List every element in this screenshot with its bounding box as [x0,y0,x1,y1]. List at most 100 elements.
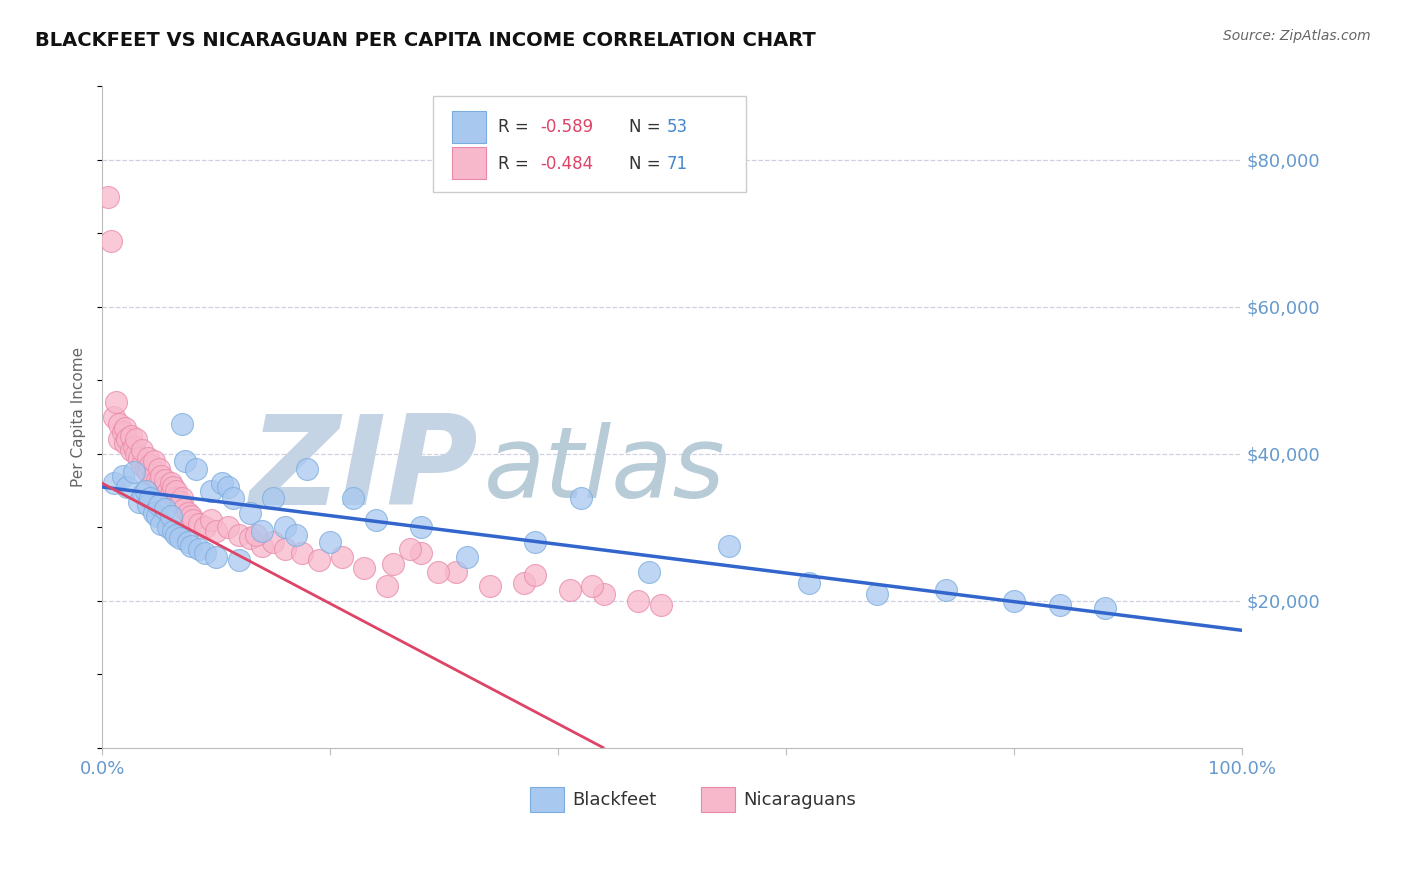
Point [169,532,191,546]
Point [173,502,195,516]
Point [211,476,233,491]
Text: ZIP: ZIP [250,409,478,531]
Point [262,491,284,505]
Point [148,499,170,513]
Point [114,435,136,450]
Point [524,568,547,582]
Point [524,535,547,549]
Point [136,499,159,513]
Point [1049,598,1071,612]
Bar [453,111,486,143]
Point [353,561,375,575]
Point [146,509,169,524]
Point [170,417,193,432]
Point [97,189,120,203]
Point [177,506,200,520]
Point [142,469,165,483]
Point [239,532,262,546]
Text: N =: N = [628,118,665,136]
Point [558,582,581,597]
Text: atlas: atlas [484,422,725,518]
Text: R =: R = [498,155,534,173]
Point [273,520,295,534]
Point [444,565,467,579]
Point [718,539,741,553]
Text: Blackfeet: Blackfeet [572,790,657,808]
Point [411,520,433,534]
FancyBboxPatch shape [433,96,747,192]
Point [139,458,162,472]
Point [165,491,187,505]
Point [935,582,957,597]
Point [330,549,353,564]
Point [174,454,197,468]
Text: -0.484: -0.484 [540,155,593,173]
Point [100,234,122,248]
Point [217,520,239,534]
Point [184,461,207,475]
Point [381,557,404,571]
Point [513,575,536,590]
Point [108,432,131,446]
Point [136,450,159,465]
Point [1094,601,1116,615]
Point [180,509,202,524]
Point [180,539,202,553]
Point [162,524,184,538]
Point [108,417,131,432]
Point [150,469,173,483]
Point [1002,594,1025,608]
Point [399,542,422,557]
Point [104,395,127,409]
Bar [530,787,564,812]
Point [111,425,134,439]
Y-axis label: Per Capita Income: Per Capita Income [72,347,86,487]
Point [136,465,159,479]
Point [592,586,614,600]
Point [569,491,592,505]
Point [342,491,364,505]
Point [364,513,387,527]
Point [125,447,148,461]
Point [217,480,239,494]
Point [146,473,169,487]
Point [111,469,134,483]
Point [194,546,217,560]
Point [153,480,176,494]
Point [159,487,181,501]
Point [142,454,165,468]
Point [228,553,250,567]
Text: Nicaraguans: Nicaraguans [742,790,856,808]
Point [157,520,180,534]
Point [797,575,820,590]
Point [162,480,184,494]
Point [308,553,330,567]
Point [131,458,153,472]
Point [205,524,228,538]
Point [157,483,180,498]
Point [638,565,661,579]
Point [285,528,308,542]
Point [135,483,157,498]
Point [148,476,170,491]
Point [153,502,176,516]
Text: R =: R = [498,118,534,136]
Point [319,535,342,549]
Point [169,494,191,508]
Point [581,579,603,593]
Point [117,480,139,494]
Text: N =: N = [628,155,665,173]
Point [165,483,187,498]
Point [297,461,319,475]
Point [194,520,217,534]
Point [250,524,273,538]
Point [122,465,145,479]
Point [135,461,157,475]
Point [427,565,450,579]
Point [153,473,176,487]
Point [148,461,170,475]
Point [177,535,200,549]
Point [411,546,433,560]
Text: BLACKFEET VS NICARAGUAN PER CAPITA INCOME CORRELATION CHART: BLACKFEET VS NICARAGUAN PER CAPITA INCOM… [35,31,815,50]
Point [120,428,142,442]
